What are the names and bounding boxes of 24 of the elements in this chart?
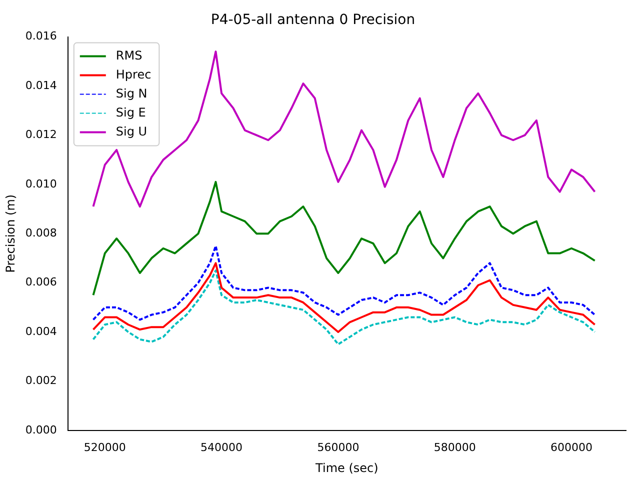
y-tick-label: 0.008 — [25, 226, 57, 240]
legend-label: Hprec — [116, 67, 152, 82]
y-axis-title: Precision (m) — [3, 194, 18, 273]
y-tick-label: 0.012 — [25, 128, 57, 142]
y-tick-label: 0.000 — [25, 423, 57, 436]
y-tick-label: 0.016 — [25, 30, 57, 43]
y-tick-label: 0.014 — [25, 78, 57, 92]
x-tick-label: 580000 — [434, 440, 476, 454]
x-tick-label: 600000 — [550, 440, 592, 454]
x-axis-title: Time (sec) — [314, 460, 378, 475]
legend-label: Sig E — [116, 105, 146, 120]
line-series — [92, 270, 596, 346]
x-tick-label: 540000 — [200, 440, 243, 454]
y-tick-label: 0.002 — [25, 374, 57, 388]
y-tick-label: 0.010 — [25, 177, 57, 190]
x-tick-label: 560000 — [317, 440, 360, 454]
chart-title: P4-05-all antenna 0 Precision — [210, 12, 416, 28]
y-tick-label: 0.006 — [25, 276, 57, 289]
x-tick-label: 520000 — [84, 440, 126, 454]
line-series — [92, 244, 596, 321]
legend-label: Sig N — [116, 86, 148, 100]
y-tick-label: 0.004 — [25, 324, 57, 338]
legend-label: RMS — [116, 48, 142, 62]
legend-label: Sig U — [116, 124, 148, 138]
